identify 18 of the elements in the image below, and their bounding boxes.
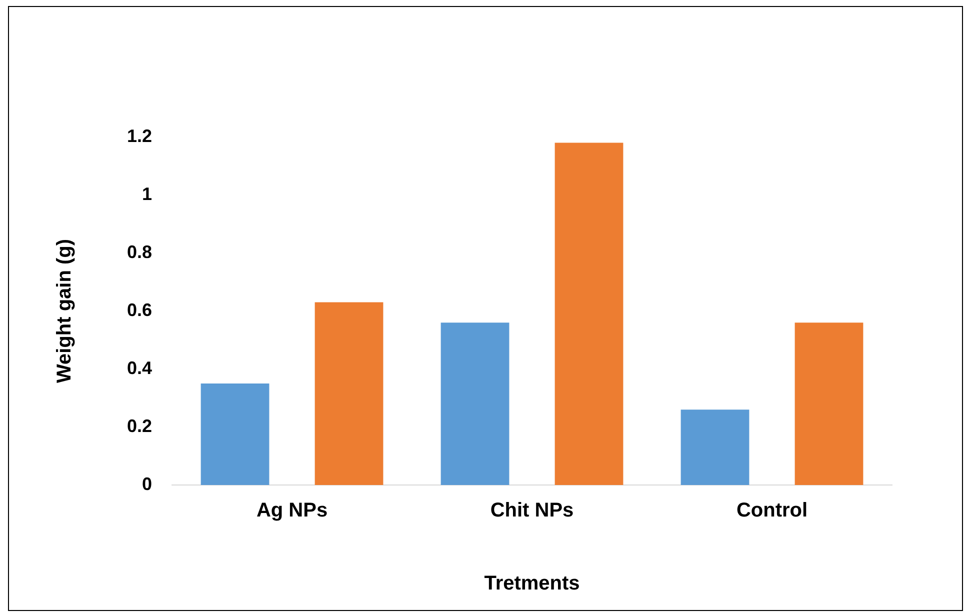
bar xyxy=(200,384,270,485)
y-axis-title: Weight gain (g) xyxy=(54,238,76,384)
x-axis-title: Tretments xyxy=(484,572,580,595)
y-tick-label: 1 xyxy=(142,184,152,204)
y-tick-label: 0.8 xyxy=(126,242,152,262)
bar xyxy=(554,142,624,485)
bar xyxy=(314,302,384,485)
x-tick-label: Control xyxy=(736,500,808,522)
bar xyxy=(680,410,750,485)
x-tick-label: Ag NPs xyxy=(256,500,328,522)
bar xyxy=(794,322,864,485)
bar xyxy=(440,322,510,485)
y-tick-label: 0.2 xyxy=(126,416,152,436)
y-tick-label: 0.6 xyxy=(126,300,152,320)
y-tick-label: 0.4 xyxy=(126,358,152,378)
y-tick-label: 0 xyxy=(142,474,152,494)
y-tick-label: 1.2 xyxy=(126,126,152,146)
x-tick-label: Chit NPs xyxy=(490,500,574,522)
